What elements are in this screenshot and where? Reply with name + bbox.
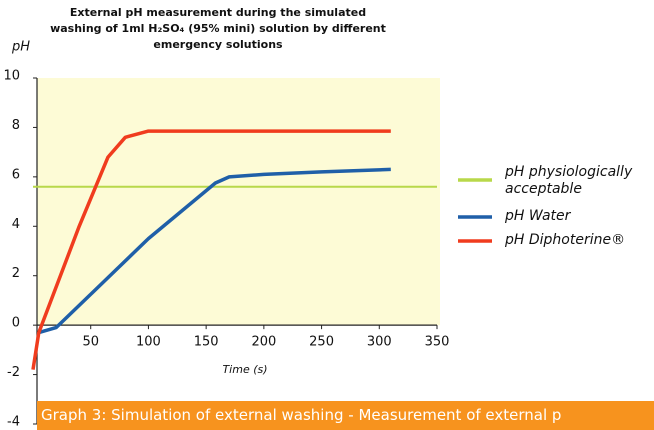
y-tick-label: 6 [12,167,20,182]
series-line [38,167,391,335]
y-axis-label: pH [11,40,30,55]
legend-label: pH physiologically acceptable [505,164,633,197]
y-tick-label: 8 [12,118,20,133]
y-tick-label: 4 [12,217,20,232]
chart-title: External pH measurement during the simul… [50,6,386,51]
x-axis-label: Time (s) [222,363,267,376]
x-tick-label: 100 [136,335,161,350]
y-tick-label: -4 [7,415,20,430]
x-tick-label: 50 [82,335,99,350]
x-tick-label: 150 [194,335,219,350]
x-tick-label: 200 [251,335,276,350]
series-line [31,129,391,370]
y-tick-label: 10 [3,69,20,84]
y-tick-label: 0 [12,316,20,331]
x-tick-label: 300 [367,335,392,350]
y-tick-label: -2 [7,365,20,380]
legend-label: pH Water [505,208,571,224]
caption: Graph 3: Simulation of external washing … [37,401,654,430]
y-tick-label: 2 [12,266,20,281]
x-tick-label: 250 [309,335,334,350]
x-tick-label: 350 [425,335,450,350]
legend-label: pH Diphoterine® [505,232,626,248]
plot-background [37,78,440,326]
